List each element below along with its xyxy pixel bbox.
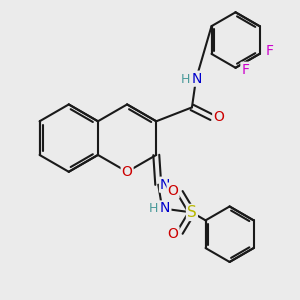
Text: H: H bbox=[148, 202, 158, 215]
Text: N: N bbox=[160, 202, 170, 215]
Text: N: N bbox=[192, 72, 202, 86]
Text: F: F bbox=[266, 44, 274, 58]
Text: S: S bbox=[187, 205, 197, 220]
Text: O: O bbox=[213, 110, 224, 124]
Text: F: F bbox=[242, 63, 249, 77]
Text: O: O bbox=[168, 227, 178, 241]
Text: N: N bbox=[160, 178, 170, 192]
Text: O: O bbox=[122, 165, 133, 179]
Text: H: H bbox=[180, 73, 190, 86]
Text: O: O bbox=[168, 184, 178, 198]
